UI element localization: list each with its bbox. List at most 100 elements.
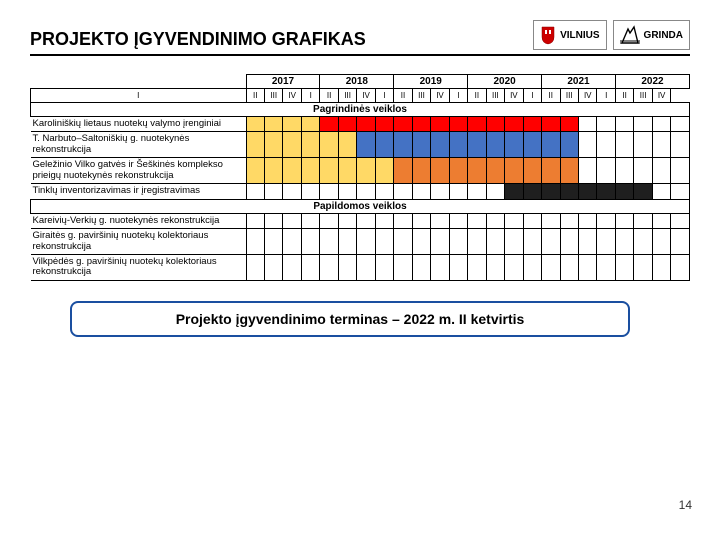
quarter-header: IV [431,89,449,103]
year-header: 2017 [246,75,320,89]
gantt-cell [449,117,467,132]
gantt-cell [375,158,393,184]
gantt-cell [523,117,541,132]
quarter-header: IV [505,89,523,103]
gantt-cell [357,229,375,255]
quarter-header: I [523,89,541,103]
gantt-cell [615,184,633,199]
logos: VILNIUS GRINDA [533,20,690,50]
gantt-cell [283,213,301,228]
activity-label: Kareivių-Verkių g. nuotekynės rekonstruk… [31,213,247,228]
gantt-cell [394,229,412,255]
gantt-cell [615,229,633,255]
gantt-cell [301,254,319,280]
vilnius-logo-text: VILNIUS [560,30,599,41]
gantt-cell [505,132,523,158]
gantt-cell [394,158,412,184]
gantt-cell [652,158,670,184]
gantt-cell [412,254,430,280]
gantt-cell [412,117,430,132]
gantt-cell [560,132,578,158]
gantt-cell [578,254,596,280]
quarter-header: IV [357,89,375,103]
gantt-cell [283,184,301,199]
year-header: 2019 [394,75,468,89]
gantt-cell [468,184,486,199]
gantt-cell [560,158,578,184]
gantt-cell [671,158,690,184]
gantt-cell [265,158,283,184]
gantt-cell [412,229,430,255]
gantt-cell [338,117,356,132]
gantt-cell [615,132,633,158]
gantt-cell [486,184,504,199]
gantt-cell [615,117,633,132]
gantt-cell [523,158,541,184]
gantt-cell [615,213,633,228]
gantt-cell [597,117,615,132]
year-header: 2018 [320,75,394,89]
gantt-cell [338,213,356,228]
quarter-header: III [338,89,356,103]
gantt-cell [468,158,486,184]
gantt-cell [486,254,504,280]
quarter-header: IV [578,89,596,103]
gantt-cell [449,132,467,158]
gantt-cell [523,184,541,199]
gantt-cell [597,132,615,158]
gantt-cell [671,132,690,158]
header: PROJEKTO ĮGYVENDINIMO GRAFIKAS VILNIUS G… [30,20,690,56]
gantt-cell [615,158,633,184]
gantt-cell [468,213,486,228]
gantt-cell [357,158,375,184]
gantt-cell [320,184,338,199]
gantt-cell [468,117,486,132]
quarter-header: I [31,89,247,103]
gantt-cell [357,254,375,280]
gantt-cell [265,132,283,158]
gantt-cell [523,213,541,228]
quarter-header: III [560,89,578,103]
gantt-cell [652,229,670,255]
gantt-cell [357,184,375,199]
gantt-cell [283,254,301,280]
gantt-cell [412,213,430,228]
gantt-cell [412,158,430,184]
gantt-cell [375,213,393,228]
gantt-cell [265,213,283,228]
gantt-cell [578,213,596,228]
gantt-cell [431,229,449,255]
gantt-cell [652,254,670,280]
gantt-cell [301,184,319,199]
gantt-cell [523,254,541,280]
quarter-header: III [634,89,652,103]
quarter-header: I [597,89,615,103]
gantt-cell [394,184,412,199]
gantt-cell [431,184,449,199]
gantt-cell [652,213,670,228]
gantt-cell [634,158,652,184]
gantt-cell [652,132,670,158]
grinda-logo: GRINDA [613,20,690,50]
gantt-cell [578,229,596,255]
gantt-cell [357,132,375,158]
gantt-cell [505,213,523,228]
gantt-cell [542,229,560,255]
gantt-cell [338,254,356,280]
quarter-header: II [468,89,486,103]
quarter-header: II [542,89,560,103]
gantt-cell [597,158,615,184]
gantt-cell [301,117,319,132]
gantt-cell [320,158,338,184]
gantt-cell [246,184,264,199]
gantt-cell [634,213,652,228]
year-header: 2021 [542,75,616,89]
activity-label: T. Narbuto–Saltoniškių g. nuotekynės rek… [31,132,247,158]
gantt-cell [671,254,690,280]
vilnius-logo: VILNIUS [533,20,606,50]
gantt-cell [634,229,652,255]
gantt-cell [338,184,356,199]
gantt-cell [394,254,412,280]
gantt-cell [468,229,486,255]
gantt-cell [246,132,264,158]
